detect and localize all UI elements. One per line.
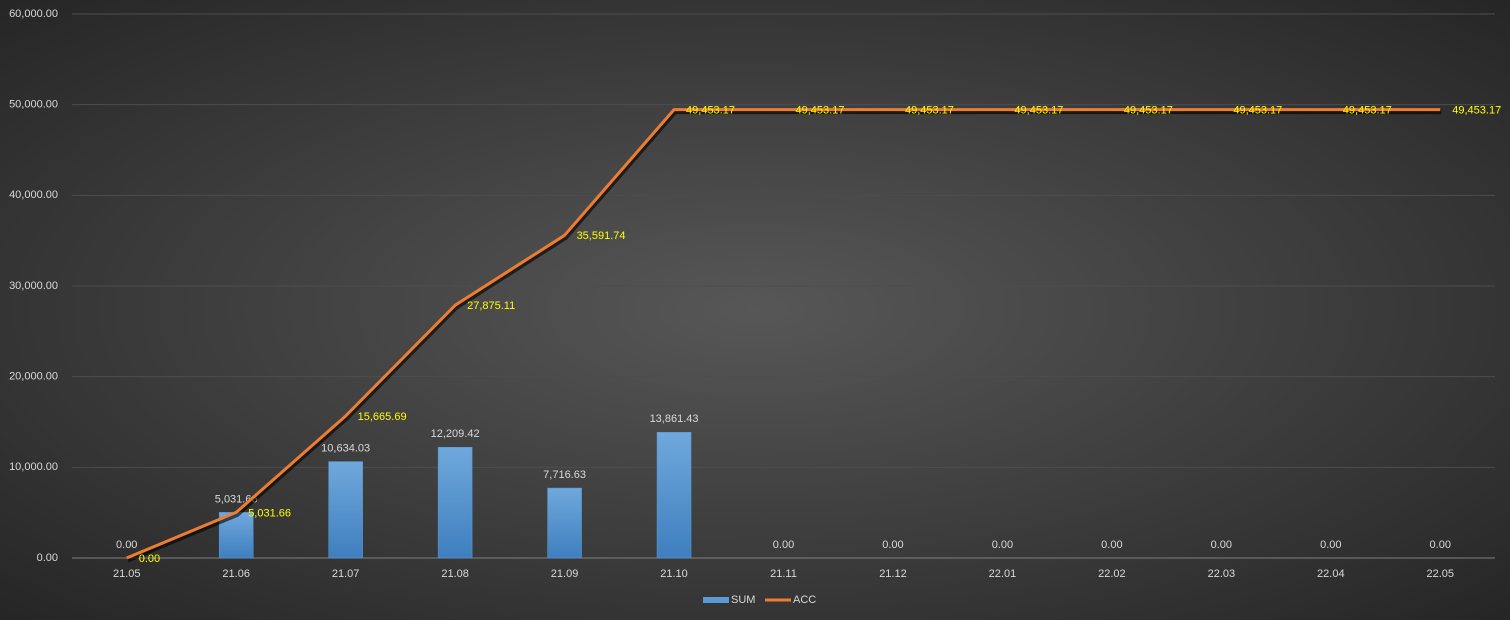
x-tick-label: 21.11	[770, 568, 797, 580]
legend-label: SUM	[731, 594, 755, 606]
data-label: 13,861.43	[650, 413, 699, 425]
data-label: 0.00	[882, 539, 903, 551]
data-label: 35,591.74	[577, 230, 626, 242]
data-label: 15,665.69	[358, 411, 407, 423]
x-tick-label: 22.03	[1208, 568, 1236, 580]
bar	[328, 461, 363, 559]
data-label: 0.00	[1430, 539, 1451, 551]
data-label: 7,716.63	[543, 469, 586, 481]
data-label: 0.00	[1320, 539, 1341, 551]
data-label: 12,209.42	[431, 428, 480, 440]
y-tick-label: 10,000.00	[9, 461, 58, 473]
data-label: 10,634.03	[321, 442, 370, 454]
data-label: 0.00	[1211, 539, 1232, 551]
bar	[547, 487, 582, 559]
y-tick-label: 20,000.00	[9, 371, 58, 383]
data-label: 49,453.17	[905, 105, 954, 117]
y-tick-label: 50,000.00	[9, 99, 58, 111]
bar	[656, 432, 692, 559]
data-label: 49,453.17	[1124, 105, 1173, 117]
x-tick-label: 22.02	[1098, 568, 1126, 580]
data-label: 0.00	[773, 539, 794, 551]
x-tick-label: 22.05	[1427, 568, 1455, 580]
data-label: 27,875.11	[467, 300, 515, 312]
x-tick-label: 21.08	[441, 568, 469, 580]
data-label: 49,453.17	[1343, 105, 1392, 117]
x-tick-label: 22.01	[989, 568, 1017, 580]
y-tick-label: 40,000.00	[9, 189, 58, 201]
x-tick-label: 21.12	[879, 568, 907, 580]
bar	[437, 447, 473, 559]
x-tick-label: 21.06	[222, 568, 250, 580]
data-label: 0.00	[116, 539, 137, 551]
data-label: 49,453.17	[686, 105, 735, 117]
line	[126, 108, 1441, 560]
data-label: 0.00	[139, 553, 160, 565]
x-tick-label: 21.09	[551, 568, 579, 580]
x-tick-label: 22.04	[1317, 568, 1345, 580]
line-shadow	[126, 109, 1442, 563]
data-label: 49,453.17	[1233, 105, 1282, 117]
data-label: 49,453.17	[1452, 105, 1501, 117]
data-label: 49,453.17	[796, 105, 845, 117]
x-tick-label: 21.05	[113, 568, 141, 580]
data-label: 49,453.17	[1014, 105, 1063, 117]
y-tick-label: 0.00	[37, 552, 58, 564]
data-label: 5,031.66	[248, 507, 291, 519]
y-tick-label: 30,000.00	[9, 280, 58, 292]
legend-swatch	[703, 597, 729, 603]
data-label: 0.00	[1101, 539, 1122, 551]
x-tick-label: 21.10	[660, 568, 688, 580]
data-label: 0.00	[992, 539, 1013, 551]
legend-label: ACC	[793, 594, 816, 606]
y-tick-label: 60,000.00	[9, 8, 58, 20]
x-tick-label: 21.07	[332, 568, 360, 580]
